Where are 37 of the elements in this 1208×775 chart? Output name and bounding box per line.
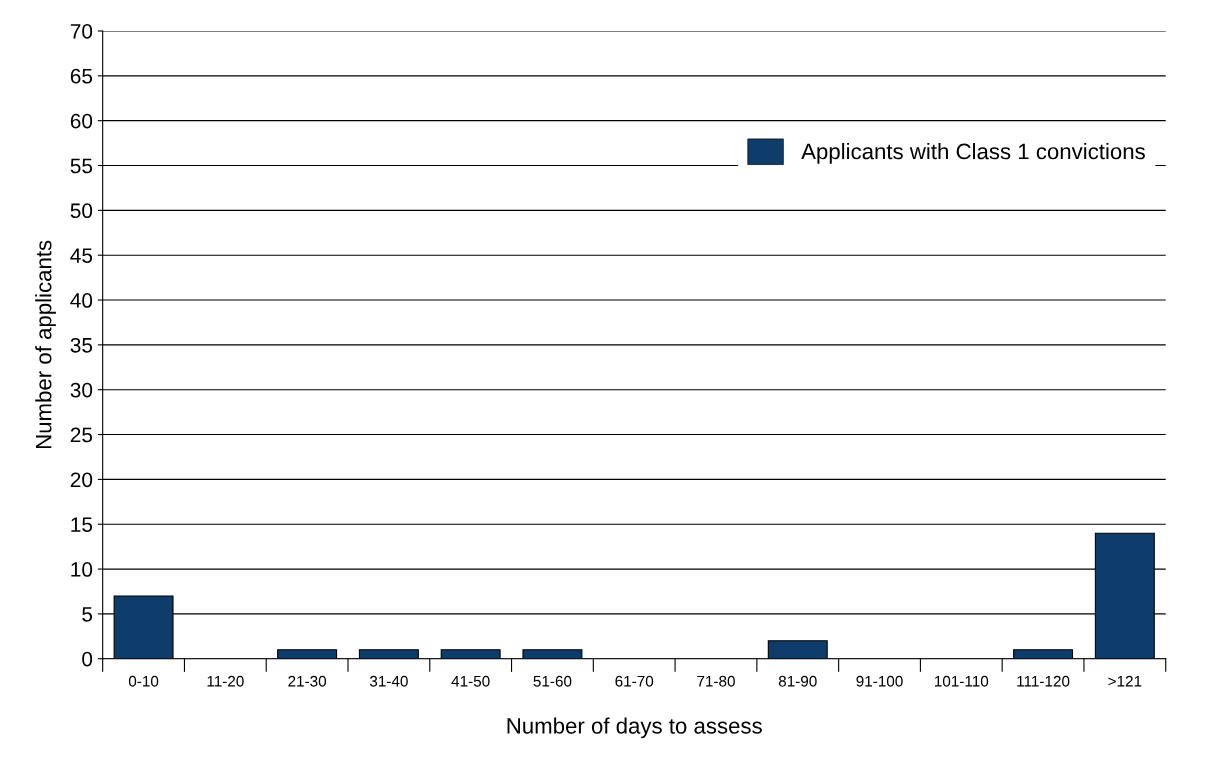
y-tick-label: 15	[71, 517, 93, 532]
y-tick-label: 10	[71, 562, 93, 577]
bar	[440, 649, 501, 659]
y-tick-label: 5	[82, 607, 93, 622]
x-tick-label: 91-100	[856, 675, 903, 687]
bar	[277, 649, 338, 659]
y-tick-label: 45	[70, 248, 93, 263]
x-tick-label: 41-50	[451, 675, 490, 687]
x-tick-label: 11-20	[207, 675, 244, 687]
y-tick-label: 55	[70, 158, 93, 174]
bar	[358, 649, 419, 659]
legend-label: Applicants with Class 1 convictions	[801, 143, 1145, 164]
y-tick-label: 30	[70, 382, 93, 398]
x-tick-label: 51-60	[533, 675, 572, 687]
x-tick-label: 21-30	[288, 675, 327, 687]
x-tick-label: 71-80	[697, 675, 735, 687]
y-tick-label: 50	[70, 203, 93, 219]
x-tick-label: 61-70	[615, 675, 654, 687]
bar	[767, 640, 828, 659]
x-axis-title: Number of days to assess	[507, 717, 762, 739]
y-tick-label: 20	[70, 472, 93, 488]
x-tick-label: 111-120	[1017, 675, 1070, 687]
y-tick-label: 65	[70, 68, 93, 84]
x-tick-label: 31-40	[369, 675, 408, 687]
y-tick-label: 35	[70, 337, 93, 353]
x-tick-label: >121	[1108, 675, 1142, 687]
y-axis-title: Number of applicants	[35, 240, 56, 449]
y-tick-label: 40	[70, 293, 93, 308]
x-tick-label: 101-110	[934, 675, 989, 687]
bar	[522, 649, 583, 659]
x-tick-label: 0-10	[128, 675, 159, 687]
bar	[1013, 649, 1074, 659]
y-tick-label: 25	[70, 427, 93, 443]
y-tick-label: 70	[70, 24, 93, 39]
x-tick-label: 81-90	[778, 675, 817, 687]
y-tick-label: 0	[82, 651, 93, 667]
y-tick-label: 60	[70, 113, 93, 129]
